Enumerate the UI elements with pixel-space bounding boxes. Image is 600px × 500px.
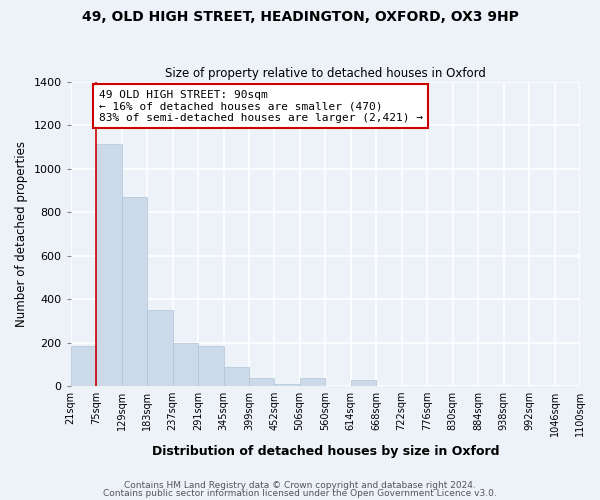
Y-axis label: Number of detached properties: Number of detached properties xyxy=(15,141,28,327)
X-axis label: Distribution of detached houses by size in Oxford: Distribution of detached houses by size … xyxy=(152,444,499,458)
Bar xyxy=(173,342,198,386)
Bar xyxy=(198,346,224,386)
Text: 49 OLD HIGH STREET: 90sqm
← 16% of detached houses are smaller (470)
83% of semi: 49 OLD HIGH STREET: 90sqm ← 16% of detac… xyxy=(98,90,422,123)
Bar xyxy=(71,346,96,386)
Bar xyxy=(147,310,173,386)
Bar xyxy=(350,380,376,386)
Bar xyxy=(96,144,122,386)
Text: Contains public sector information licensed under the Open Government Licence v3: Contains public sector information licen… xyxy=(103,488,497,498)
Bar xyxy=(274,384,299,386)
Text: Contains HM Land Registry data © Crown copyright and database right 2024.: Contains HM Land Registry data © Crown c… xyxy=(124,481,476,490)
Bar xyxy=(224,366,249,386)
Bar xyxy=(299,378,325,386)
Bar xyxy=(122,197,147,386)
Text: 49, OLD HIGH STREET, HEADINGTON, OXFORD, OX3 9HP: 49, OLD HIGH STREET, HEADINGTON, OXFORD,… xyxy=(82,10,518,24)
Bar xyxy=(249,378,274,386)
Title: Size of property relative to detached houses in Oxford: Size of property relative to detached ho… xyxy=(165,66,486,80)
